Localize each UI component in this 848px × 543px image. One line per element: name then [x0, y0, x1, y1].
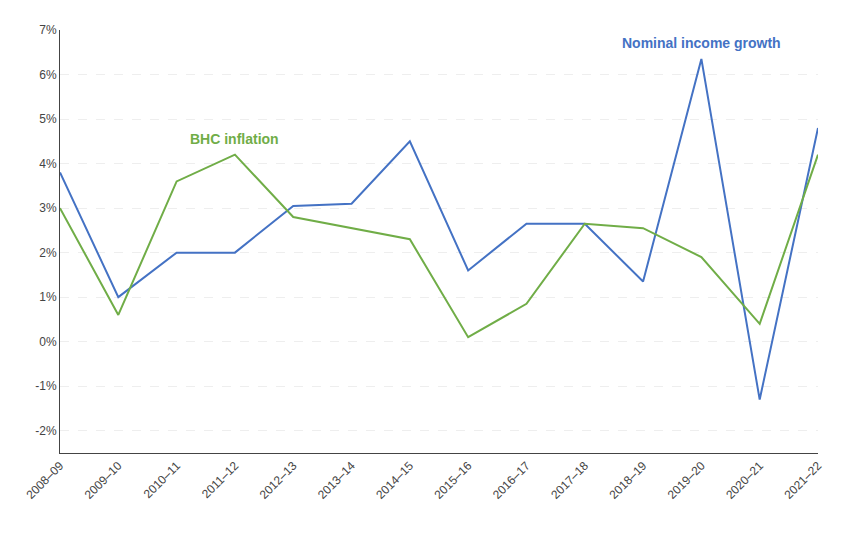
svg-text:2019–20: 2019–20 [665, 459, 708, 502]
svg-text:2009–10: 2009–10 [82, 459, 125, 502]
svg-text:2015–16: 2015–16 [432, 459, 475, 502]
svg-text:1%: 1% [39, 290, 57, 304]
svg-text:4%: 4% [39, 157, 57, 171]
svg-text:6%: 6% [39, 68, 57, 82]
svg-text:BHC inflation: BHC inflation [190, 131, 279, 147]
svg-text:5%: 5% [39, 112, 57, 126]
svg-text:Nominal income growth: Nominal income growth [622, 35, 781, 51]
svg-text:2011–12: 2011–12 [199, 459, 242, 502]
svg-text:2017–18: 2017–18 [548, 459, 591, 502]
svg-text:2%: 2% [39, 246, 57, 260]
svg-text:2014–15: 2014–15 [373, 459, 416, 502]
svg-text:-2%: -2% [35, 424, 57, 438]
svg-text:0%: 0% [39, 335, 57, 349]
svg-text:2020–21: 2020–21 [723, 459, 766, 502]
svg-text:2012–13: 2012–13 [257, 459, 300, 502]
svg-text:2013–14: 2013–14 [315, 459, 358, 502]
svg-text:2010–11: 2010–11 [141, 459, 184, 502]
svg-text:3%: 3% [39, 201, 57, 215]
svg-text:-1%: -1% [35, 379, 57, 393]
svg-text:2008–09: 2008–09 [23, 459, 66, 502]
svg-text:2016–17: 2016–17 [490, 459, 533, 502]
svg-text:2021–22: 2021–22 [781, 459, 824, 502]
svg-text:7%: 7% [39, 23, 57, 37]
svg-text:2018–19: 2018–19 [607, 459, 650, 502]
